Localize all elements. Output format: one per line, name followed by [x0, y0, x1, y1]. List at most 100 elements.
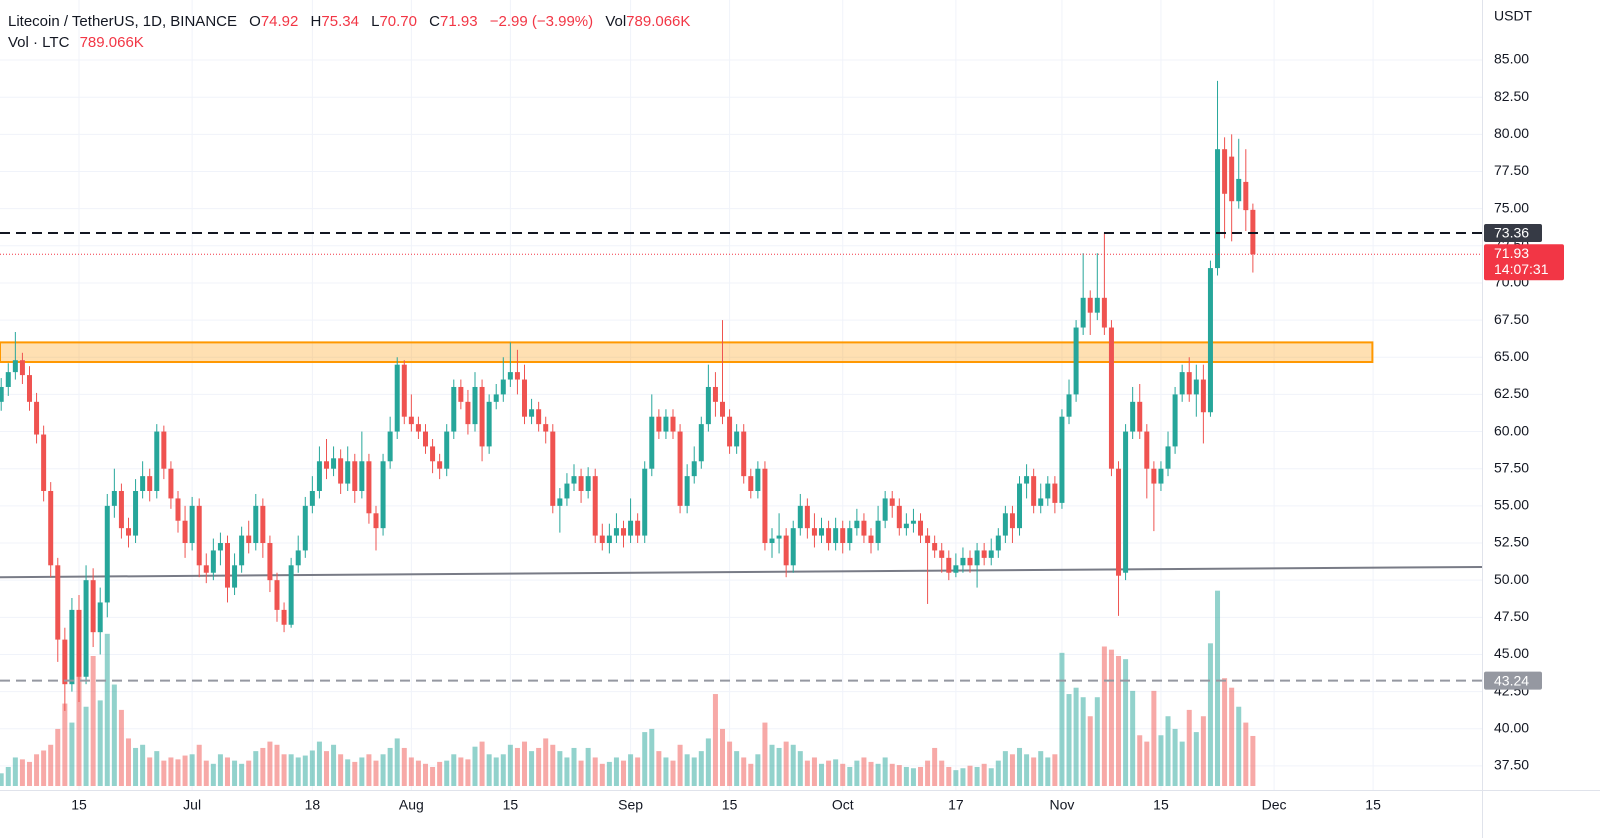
candle-body: [946, 557, 952, 573]
volume-bar: [458, 757, 464, 786]
last-price-label: 71.93: [1494, 245, 1529, 261]
volume-bar: [684, 754, 690, 786]
y-tick-label: 37.50: [1494, 757, 1529, 773]
candle-body: [550, 431, 556, 506]
candle-body: [26, 375, 32, 402]
x-tick-label: Dec: [1262, 797, 1287, 813]
x-tick-label: 15: [503, 797, 519, 813]
volume-bar: [1207, 643, 1213, 786]
volume-bar: [1024, 754, 1030, 786]
y-tick-label: 52.50: [1494, 534, 1529, 550]
volume-bar: [1087, 716, 1093, 786]
volume-bar: [649, 728, 655, 786]
volume-bar: [776, 747, 782, 786]
y-tick-label: 67.50: [1494, 311, 1529, 327]
volume-bar: [727, 741, 733, 786]
volume-bar: [1144, 741, 1150, 786]
candle-body: [118, 491, 124, 529]
candle-body: [585, 476, 591, 492]
candle-body: [974, 550, 980, 566]
candle-body: [882, 498, 888, 521]
volume-bar: [536, 747, 542, 786]
x-tick-label: Sep: [618, 797, 643, 813]
candle-body: [720, 401, 726, 417]
candle-body: [854, 520, 860, 529]
candle-body: [918, 520, 924, 536]
candle-body: [345, 461, 351, 484]
zone: [0, 341, 1374, 364]
volume-bar: [1059, 652, 1065, 786]
volume-bar: [712, 694, 718, 786]
volume-bar: [903, 766, 909, 786]
volume-value: 789.066K: [80, 34, 144, 51]
volume-bar: [437, 761, 443, 786]
vol-value: 789.066K: [626, 13, 690, 30]
candle-body: [90, 580, 96, 633]
candle-body: [366, 461, 372, 514]
candle-body: [41, 434, 47, 492]
volume-bar: [550, 744, 556, 786]
candle-body: [712, 386, 718, 402]
volume-bar: [882, 757, 888, 786]
candle-body: [1130, 401, 1136, 432]
volume-bar: [656, 751, 662, 786]
volume-bar: [1009, 754, 1015, 786]
volume-bar: [26, 761, 32, 786]
candle-body: [125, 528, 131, 536]
candle-body: [995, 535, 1001, 551]
x-tick-label: 15: [1153, 797, 1169, 813]
candle-body: [175, 498, 181, 521]
volume-bar: [210, 763, 216, 786]
change: −2.99 (−3.99%): [490, 13, 593, 30]
volume-bar: [175, 759, 181, 786]
candle-body: [1024, 476, 1030, 484]
volume-title: Vol · LTC: [8, 34, 70, 51]
volume-bar: [1080, 697, 1086, 786]
candle-body: [196, 505, 202, 566]
candle-body: [1066, 394, 1072, 417]
volume-bar: [790, 744, 796, 786]
candle-body: [1151, 468, 1157, 484]
candle-body: [288, 565, 294, 625]
volume-bar: [373, 760, 379, 786]
open-value: 74.92: [261, 13, 299, 30]
volume-bar: [868, 761, 874, 786]
candle-body: [302, 505, 308, 551]
volume-bar: [670, 760, 676, 786]
volume-bar: [1236, 706, 1242, 786]
candle-body: [0, 386, 4, 402]
candle-body: [910, 520, 916, 524]
volume-bar: [154, 751, 160, 786]
volume-bar: [1158, 735, 1164, 786]
countdown-label: 14:07:31: [1494, 261, 1549, 277]
volume-bar: [472, 746, 478, 786]
candle-body: [783, 535, 789, 566]
candle-body: [1101, 297, 1107, 328]
volume-bar: [1193, 732, 1199, 786]
candle-body: [776, 535, 782, 539]
open-label: O: [249, 13, 261, 30]
candle-body: [451, 386, 457, 432]
candle-body: [741, 431, 747, 477]
candle-body: [401, 364, 407, 417]
volume-bar: [90, 656, 96, 786]
volume-bar: [309, 750, 315, 786]
volume-bar: [232, 760, 238, 786]
candle-body: [210, 550, 216, 573]
volume-bar: [140, 744, 146, 786]
candle-body: [331, 458, 337, 469]
candle-body: [1158, 468, 1164, 484]
candle-body: [939, 550, 945, 558]
grid: [0, 0, 1482, 790]
candle-body: [522, 379, 528, 417]
candle-body: [458, 386, 464, 402]
volume-bar: [430, 766, 436, 786]
volume-bar: [55, 728, 61, 786]
candle-body: [1116, 468, 1122, 576]
volume-bar: [274, 744, 280, 786]
candle-body: [981, 550, 987, 558]
volume-bar: [585, 747, 591, 786]
volume-bar: [1229, 687, 1235, 786]
candle-body: [656, 416, 662, 432]
volume-bar: [1179, 741, 1185, 786]
